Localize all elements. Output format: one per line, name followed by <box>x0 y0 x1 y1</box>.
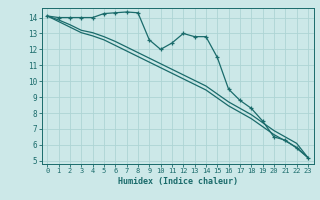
X-axis label: Humidex (Indice chaleur): Humidex (Indice chaleur) <box>118 177 237 186</box>
